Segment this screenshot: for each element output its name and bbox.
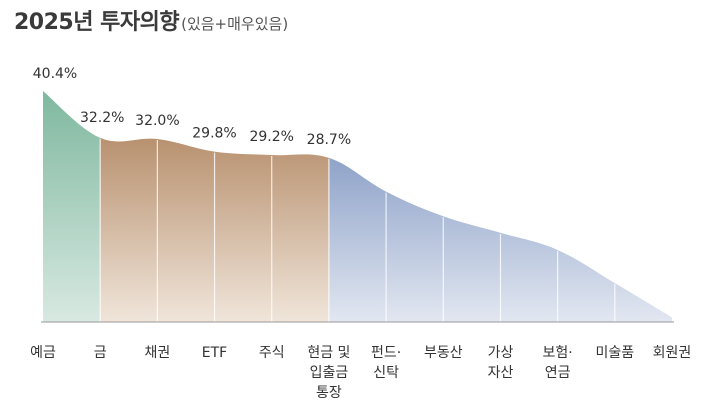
x-tick-label-line: 예금 bbox=[30, 345, 56, 361]
x-tick-label: 펀드· 신탁 bbox=[371, 345, 401, 381]
x-tick-label: ETF bbox=[202, 345, 227, 361]
chart-title-main: 2025년 투자의향 bbox=[14, 10, 180, 35]
value-label: 28.7% bbox=[307, 132, 351, 148]
x-tick-label-line: 보험· bbox=[542, 345, 572, 361]
x-tick-label-line: 채권 bbox=[145, 345, 171, 361]
x-tick-label: 회원권 bbox=[653, 345, 692, 361]
x-tick-label: 채권 bbox=[145, 345, 171, 361]
x-tick-label-line: 자산 bbox=[488, 365, 514, 381]
x-tick-label: 주식 bbox=[259, 345, 285, 361]
x-tick-label-line: 입출금 bbox=[310, 365, 349, 381]
x-tick-label-line: 부동산 bbox=[424, 345, 463, 361]
x-tick-label-line: 가상 bbox=[488, 345, 514, 361]
x-tick-label-line: 통장 bbox=[316, 385, 342, 401]
value-label: 40.4% bbox=[33, 66, 77, 82]
area-segment-0 bbox=[43, 91, 101, 322]
value-labels: 40.4% 32.2% 32.0% 29.8% 29.2% 28.7% bbox=[33, 66, 351, 148]
chart-title-sub: (있음+매우있음) bbox=[181, 15, 289, 33]
x-tick-label-line: 회원권 bbox=[653, 345, 692, 361]
x-tick-label-line: 연금 bbox=[545, 365, 571, 381]
category-dividers bbox=[99, 138, 616, 322]
x-tick-label-line: 주식 bbox=[259, 345, 285, 361]
x-tick-label-line: 신탁 bbox=[373, 365, 399, 381]
value-label: 29.2% bbox=[249, 129, 293, 145]
x-tick-label: 금 bbox=[94, 345, 107, 361]
x-tick-label-line: 펀드· bbox=[371, 345, 401, 361]
x-tick-label-line: 금 bbox=[94, 345, 107, 361]
x-tick-label: 부동산 bbox=[424, 345, 463, 361]
x-tick-label: 보험· 연금 bbox=[542, 345, 572, 381]
x-tick-label: 예금 bbox=[30, 345, 56, 361]
x-tick-label-line: ETF bbox=[202, 345, 227, 361]
value-label: 29.8% bbox=[192, 126, 236, 142]
value-label: 32.0% bbox=[135, 113, 179, 129]
x-tick-label-line: 현금 및 bbox=[307, 345, 350, 361]
x-tick-label: 미술품 bbox=[595, 345, 634, 361]
chart-title: 2025년 투자의향 (있음+매우있음) bbox=[14, 4, 288, 36]
value-label: 32.2% bbox=[80, 110, 124, 126]
x-tick-label-line: 미술품 bbox=[595, 345, 634, 361]
